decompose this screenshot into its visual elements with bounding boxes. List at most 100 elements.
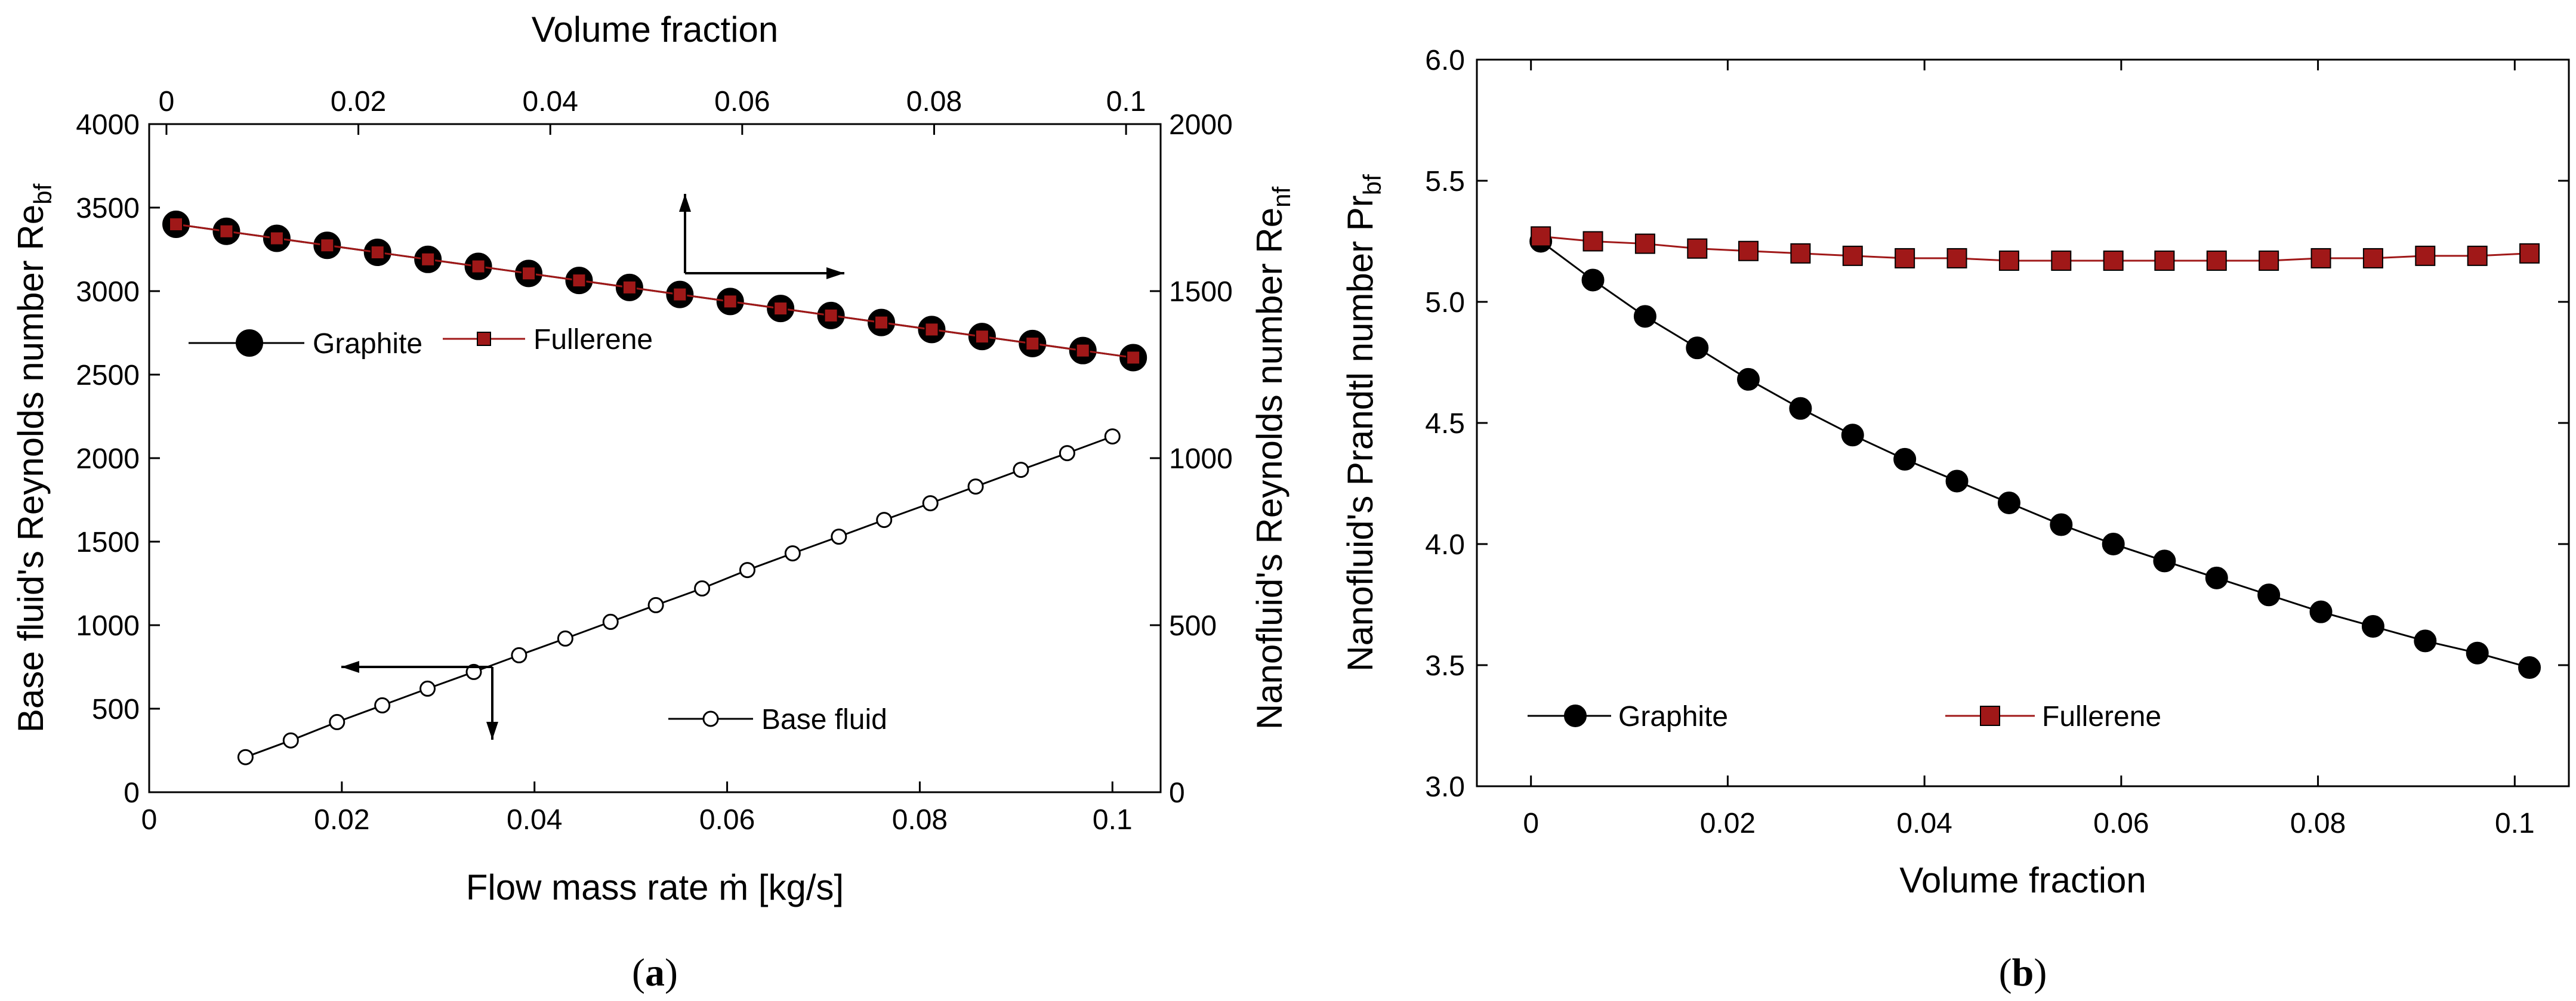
series-fullerene-point <box>471 259 486 274</box>
y-right-axis-title: Nanofluid's Reynolds number Renf <box>1250 187 1295 730</box>
series-fullerene-point <box>2206 250 2227 271</box>
x2-tick-label: 0.08 <box>906 86 962 118</box>
legend-graphite-marker <box>1564 705 1587 727</box>
series-base-fluid-point <box>739 562 755 579</box>
series-fullerene-point <box>269 231 284 246</box>
arrow-up-head <box>679 194 691 212</box>
series-graphite-point <box>1893 447 1917 471</box>
series-base-fluid-point <box>876 512 893 529</box>
y-left-tick-label: 2000 <box>76 443 140 475</box>
series-fullerene-point <box>823 308 838 323</box>
series-fullerene-point <box>2051 250 2072 271</box>
series-graphite-line <box>1540 240 2530 669</box>
series-fullerene-point <box>421 252 436 267</box>
y-right-axis-title-sub: nf <box>1267 187 1295 208</box>
series-graphite-point <box>2518 656 2541 679</box>
series-base-fluid-point <box>922 495 939 512</box>
series-graphite-point <box>1789 397 1812 420</box>
series-base-fluid-point <box>967 478 984 495</box>
panel-a-reynolds-chart: 0 0.02 0.04 0.06 0.08 0.1 0 0.02 0.04 0.06 0.08 0.1… <box>11 10 1295 994</box>
caption-a-close: ) <box>665 951 678 994</box>
arrow-left-head <box>341 661 359 673</box>
caption-a-letter: a <box>645 951 665 994</box>
y-right-tick-label: 500 <box>1169 610 1217 642</box>
y-left-tick-label: 2500 <box>76 360 140 391</box>
series-graphite-point <box>1945 469 1969 493</box>
legend-graphite-label: Graphite <box>1618 701 1728 733</box>
x-tick-label: 0.02 <box>314 804 369 836</box>
y-left-tick-label: 4000 <box>76 109 140 141</box>
x-tick-label: 0.1 <box>2495 808 2535 839</box>
series-base-fluid-point <box>329 713 345 730</box>
series-fullerene-point <box>2310 248 2331 268</box>
series-fullerene-point <box>2362 248 2383 268</box>
series-fullerene-point <box>924 322 939 337</box>
series-base-fluid-point <box>1104 428 1121 445</box>
series-fullerene-point <box>672 287 687 302</box>
y-right-tick-label: 1000 <box>1169 443 1233 475</box>
series-fullerene-point <box>723 294 738 309</box>
panel-b-prandtl-chart: 0 0.02 0.04 0.06 0.08 0.1 3.0 3.5 4.0 4.5 5.0 5.5 6.… <box>1340 45 2570 994</box>
caption-a: (a) <box>632 951 678 994</box>
y-left-tick-label: 500 <box>92 694 140 725</box>
legend-graphite-label: Graphite <box>313 328 422 360</box>
y-tick-label: 6.0 <box>1425 45 1465 76</box>
series-fullerene-point <box>773 301 788 316</box>
plot-frame <box>148 123 1162 793</box>
legend-fullerene-marker <box>477 332 491 346</box>
x2-tick-label: 0.04 <box>522 86 578 118</box>
series-base-fluid-point <box>647 597 664 613</box>
legend-fullerene-label: Fullerene <box>2042 701 2161 733</box>
series-fullerene-point <box>1025 336 1040 351</box>
y-right-axis-title-main: Nanofluid's Reynolds number Re <box>1250 208 1289 730</box>
series-graphite-point <box>2309 600 2333 623</box>
x-tick-label: 0.04 <box>1896 808 1952 839</box>
caption-b-letter: b <box>2012 951 2034 994</box>
caption-a-open: ( <box>632 951 645 994</box>
x-tick-label: 0.06 <box>699 804 755 836</box>
series-graphite-point <box>2466 641 2489 665</box>
series-fullerene-line <box>175 223 1134 359</box>
series-base-fluid-point <box>282 732 299 749</box>
series-graphite-point <box>2205 566 2228 589</box>
series-fullerene-point <box>2103 250 2124 271</box>
arrow-down-head <box>486 722 498 740</box>
series-base-fluid-point <box>602 613 619 630</box>
series-base-fluid-point <box>419 680 436 697</box>
series-fullerene-point <box>2415 245 2436 266</box>
legend-base-fluid-marker <box>702 710 719 727</box>
series-fullerene-point <box>1895 248 1915 268</box>
y-left-tick-label: 3500 <box>76 193 140 224</box>
series-base-fluid-point <box>557 630 573 647</box>
y-axis-title-main: Nanofluid's Prandtl number Pr <box>1340 195 1380 672</box>
series-graphite-point <box>2102 533 2125 555</box>
series-graphite-point <box>1737 367 1760 391</box>
plot-frame <box>1476 58 2570 787</box>
series-graphite-point <box>2414 629 2437 653</box>
legend-fullerene-label: Fullerene <box>533 324 653 356</box>
series-fullerene-point <box>1946 248 1967 268</box>
x-axis-title: Flow mass rate ṁ [kg/s] <box>466 867 844 907</box>
x-tick-label: 0.06 <box>2093 808 2149 839</box>
y-axis-title: Nanofluid's Prandtl number Prbf <box>1340 174 1386 672</box>
series-fullerene-point <box>219 224 234 239</box>
series-base-fluid-point <box>1013 462 1029 478</box>
series-fullerene-point <box>622 280 637 295</box>
series-base-fluid-point <box>237 749 254 765</box>
y-right-tick-label: 0 <box>1169 777 1185 809</box>
x-tick-label: 0.08 <box>2290 808 2346 839</box>
series-fullerene-point <box>370 245 385 260</box>
series-graphite-point <box>2257 583 2281 607</box>
y-left-axis-title: Base fluid's Reynolds number Rebf <box>11 184 57 733</box>
series-base-fluid-point <box>374 697 391 713</box>
arrow-right-head <box>826 267 844 279</box>
x-tick-label: 0 <box>1523 808 1539 839</box>
x-axis-title: Volume fraction <box>1899 860 2146 900</box>
x-tick-label: 0.1 <box>1093 804 1133 836</box>
y-right-tick-label: 1500 <box>1169 276 1233 308</box>
series-base-fluid-point <box>465 663 482 680</box>
x2-tick-label: 0.1 <box>1106 86 1146 118</box>
x-tick-label: 0.02 <box>1700 808 1756 839</box>
series-fullerene-point <box>1738 240 1759 261</box>
